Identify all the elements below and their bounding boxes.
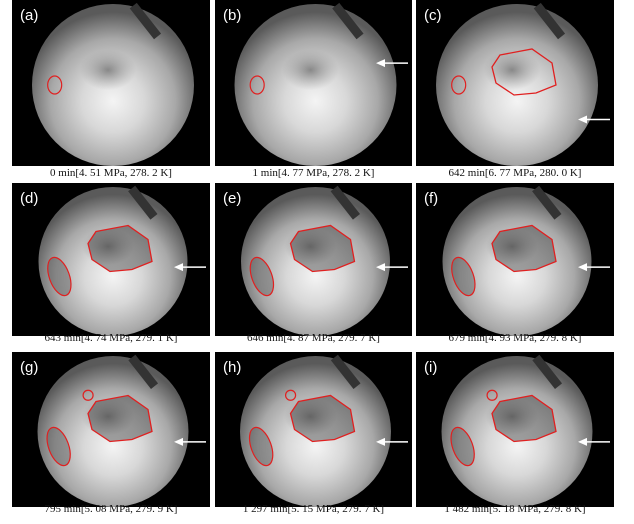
panel-label: (g) (20, 359, 38, 376)
panel-caption: 679 min[4. 93 MPa, 279. 8 K] (449, 332, 582, 344)
rod (532, 185, 562, 220)
shadow (81, 397, 135, 436)
rod (532, 354, 563, 389)
hydrate-outline (87, 394, 153, 443)
panel: (g) (12, 352, 210, 507)
shadow (284, 397, 337, 436)
shadow (483, 49, 541, 91)
rod (128, 185, 158, 220)
arrow-head (376, 437, 385, 446)
arrow-head (578, 263, 587, 272)
small-outline (284, 389, 297, 401)
side-outline (249, 75, 265, 95)
panel: (c) (416, 0, 614, 166)
rod (129, 2, 162, 40)
side-outline (248, 426, 274, 467)
hydrate-outline (491, 48, 557, 96)
panel-caption: 1 482 min[5. 18 MPa, 279. 8 K] (444, 503, 585, 515)
hydrate-outline (491, 224, 557, 273)
shadow (485, 397, 539, 436)
hydrate-outline (289, 224, 356, 273)
hydrate-outline (289, 394, 356, 443)
shadow (282, 49, 339, 91)
side-outline (451, 256, 476, 297)
arrow-head (578, 115, 587, 124)
panel-caption: 1 297 min[5. 15 MPa, 279. 7 K] (243, 503, 384, 515)
panel: (b) (215, 0, 412, 166)
arrow-head (376, 263, 385, 272)
side-outline (249, 256, 275, 297)
side-outline (47, 256, 72, 297)
panel-label: (d) (20, 190, 38, 207)
hydrate-outline (491, 394, 557, 443)
panel: (h) (215, 352, 412, 507)
panel-label: (e) (223, 190, 241, 207)
shadow (79, 49, 137, 91)
arrow-head (174, 437, 183, 446)
arrow-head (578, 437, 587, 446)
small-outline (82, 389, 94, 401)
hydrate-outline (87, 224, 153, 273)
rod (330, 185, 361, 220)
panel-caption: 1 min[4. 77 MPa, 278. 2 K] (253, 167, 375, 179)
panel: (d) (12, 183, 210, 336)
panel-caption: 0 min[4. 51 MPa, 278. 2 K] (50, 167, 172, 179)
side-outline (450, 426, 475, 467)
arrow-head (174, 263, 183, 272)
panel: (e) (215, 183, 412, 336)
panel-caption: 643 min[4. 74 MPa, 279. 1 K] (45, 332, 178, 344)
shadow (81, 227, 135, 266)
rod (128, 354, 159, 389)
panel: (i) (416, 352, 614, 507)
side-outline (451, 75, 467, 95)
panel-label: (b) (223, 7, 241, 24)
rod (332, 2, 364, 40)
panel: (f) (416, 183, 614, 336)
arrow-head (376, 59, 385, 68)
side-outline (46, 426, 71, 467)
panel-caption: 646 min[4. 87 MPa, 279. 7 K] (247, 332, 380, 344)
side-outline (47, 75, 63, 95)
panel-caption: 642 min[6. 77 MPa, 280. 0 K] (449, 167, 582, 179)
panel-label: (h) (223, 359, 241, 376)
shadow (284, 227, 337, 266)
rod (330, 354, 361, 389)
panel-label: (i) (424, 359, 437, 376)
small-outline (486, 389, 498, 401)
panel-label: (f) (424, 190, 438, 207)
panel: (a) (12, 0, 210, 166)
panel-label: (a) (20, 7, 38, 24)
panel-label: (c) (424, 7, 442, 24)
rod (533, 2, 566, 40)
shadow (485, 227, 539, 266)
panel-caption: 795 min[5. 08 MPa, 279. 9 K] (45, 503, 178, 515)
